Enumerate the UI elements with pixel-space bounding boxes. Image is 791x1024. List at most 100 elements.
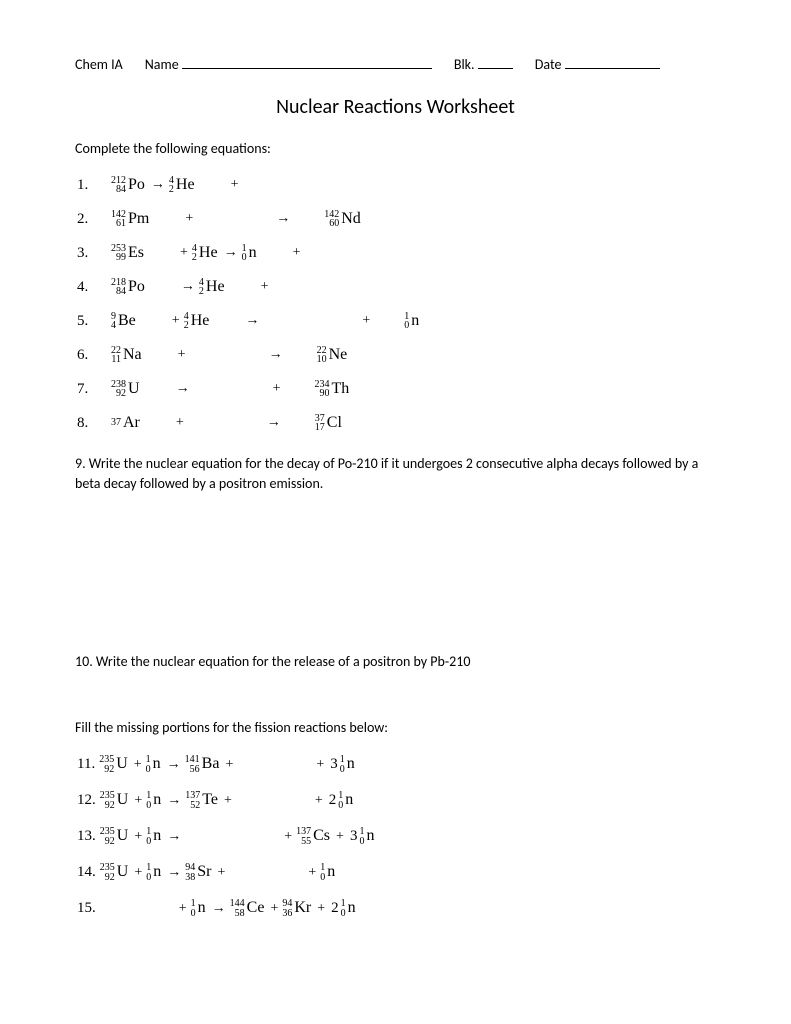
nuclide: 9438Sr: [185, 861, 213, 883]
operator: +: [180, 243, 188, 263]
question-10: 10. Write the nuclear equation for the r…: [75, 652, 716, 672]
nuclide: 23592U: [100, 789, 131, 811]
arrow-icon: →: [224, 243, 238, 263]
nuclide: 23592U: [100, 825, 131, 847]
equation-row: 7.23892U→+23490Th: [77, 376, 716, 402]
equation-number: 8.: [77, 413, 111, 434]
nuclide: 10n: [320, 861, 337, 883]
operator: +: [317, 899, 325, 919]
equation-row: 5.94Be+42He→+10n: [77, 308, 716, 334]
arrow-icon: →: [276, 209, 290, 229]
operator: +: [273, 379, 281, 399]
operator: +: [308, 863, 316, 883]
operator: +: [284, 827, 292, 847]
equation-number: 4.: [77, 277, 111, 298]
arrow-icon: →: [167, 827, 181, 847]
operator: +: [270, 899, 278, 919]
nuclide: 2211Na: [111, 344, 144, 366]
nuclide: 14261Pm: [111, 208, 151, 230]
nuclide: 25399Es: [111, 242, 146, 264]
nuclide: 94Be: [111, 310, 138, 332]
date-label: Date: [535, 55, 660, 75]
coefficient: 2: [329, 790, 337, 811]
question-9: 9. Write the nuclear equation for the de…: [75, 454, 716, 493]
nuclide: 10n: [146, 789, 163, 811]
operator: +: [224, 791, 232, 811]
nuclide: 10n: [146, 825, 163, 847]
arrow-icon: →: [167, 755, 181, 775]
equation-number: 1.: [77, 175, 111, 196]
equation-number: 6.: [77, 345, 111, 366]
nuclide: 37Ar: [111, 412, 142, 434]
operator: +: [185, 209, 193, 229]
equation-row: 3.25399Es+42He→10n+: [77, 240, 716, 266]
nuclide: 10n: [338, 789, 355, 811]
equation-row: 14.23592U+10n→9438Sr++10n: [77, 860, 716, 886]
operator: +: [261, 277, 269, 297]
nuclide: 10n: [404, 310, 421, 332]
coefficient: 3: [330, 754, 338, 775]
operator: +: [293, 243, 301, 263]
worksheet-header: Chem IA Name Blk. Date: [75, 55, 716, 75]
arrow-icon: →: [151, 175, 165, 195]
equation-list-2: 11.23592U+10n→14156Ba++310n12.23592U+10n…: [77, 752, 716, 922]
coefficient: 2: [331, 898, 339, 919]
operator: +: [217, 863, 225, 883]
nuclide: 14156Ba: [185, 753, 222, 775]
equation-number: 7.: [77, 379, 111, 400]
nuclide: 10n: [191, 897, 208, 919]
operator: +: [178, 345, 186, 365]
nuclide: 42He: [169, 174, 197, 196]
nuclide: 2210Ne: [317, 344, 350, 366]
equation-row: 12.23592U+10n→13752Te++210n: [77, 788, 716, 814]
name-label: Name: [145, 55, 432, 75]
nuclide: 21284Po: [111, 174, 147, 196]
equation-row: 2.14261Pm+→14260Nd: [77, 206, 716, 232]
equation-number: 3.: [77, 243, 111, 264]
operator: +: [176, 413, 184, 433]
nuclide: 23592U: [100, 861, 131, 883]
equation-number: 11.: [77, 754, 95, 775]
instruction-2: Fill the missing portions for the fissio…: [75, 718, 716, 738]
operator: +: [179, 899, 187, 919]
operator: +: [134, 755, 142, 775]
arrow-icon: →: [245, 311, 259, 331]
equation-number: 5.: [77, 311, 111, 332]
equation-number: 15.: [77, 898, 96, 919]
nuclide: 23892U: [111, 378, 142, 400]
operator: +: [231, 175, 239, 195]
arrow-icon: →: [176, 379, 190, 399]
equation-row: 13.23592U+10n→+13755Cs+310n: [77, 824, 716, 850]
equation-row: 1.21284Po→42He +: [77, 172, 716, 198]
arrow-icon: →: [167, 791, 181, 811]
blk-label: Blk.: [454, 55, 513, 75]
operator: +: [134, 791, 142, 811]
equation-row: 11.23592U+10n→14156Ba++310n: [77, 752, 716, 778]
operator: +: [316, 755, 324, 775]
course-label: Chem IA: [75, 55, 123, 75]
arrow-icon: →: [212, 899, 226, 919]
operator: +: [134, 863, 142, 883]
nuclide: 13752Te: [185, 789, 220, 811]
nuclide: 10n: [146, 753, 163, 775]
equation-row: 6.2211Na+→2210Ne: [77, 342, 716, 368]
equation-row: 4.21884Po →42He +: [77, 274, 716, 300]
equation-number: 13.: [77, 826, 96, 847]
nuclide: 10n: [359, 825, 376, 847]
instruction-1: Complete the following equations:: [75, 139, 716, 159]
nuclide: 10n: [340, 753, 357, 775]
nuclide: 42He: [199, 276, 227, 298]
equation-number: 14.: [77, 862, 96, 883]
nuclide: 9436Kr: [282, 897, 313, 919]
operator: +: [225, 755, 233, 775]
arrow-icon: →: [181, 277, 195, 297]
operator: +: [362, 311, 370, 331]
nuclide: 21884Po: [111, 276, 147, 298]
equation-number: 12.: [77, 790, 96, 811]
coefficient: 3: [350, 826, 358, 847]
nuclide: 10n: [242, 242, 259, 264]
operator: +: [336, 827, 344, 847]
nuclide: 3717Cl: [315, 412, 344, 434]
nuclide: 10n: [146, 861, 163, 883]
nuclide: 10n: [341, 897, 358, 919]
